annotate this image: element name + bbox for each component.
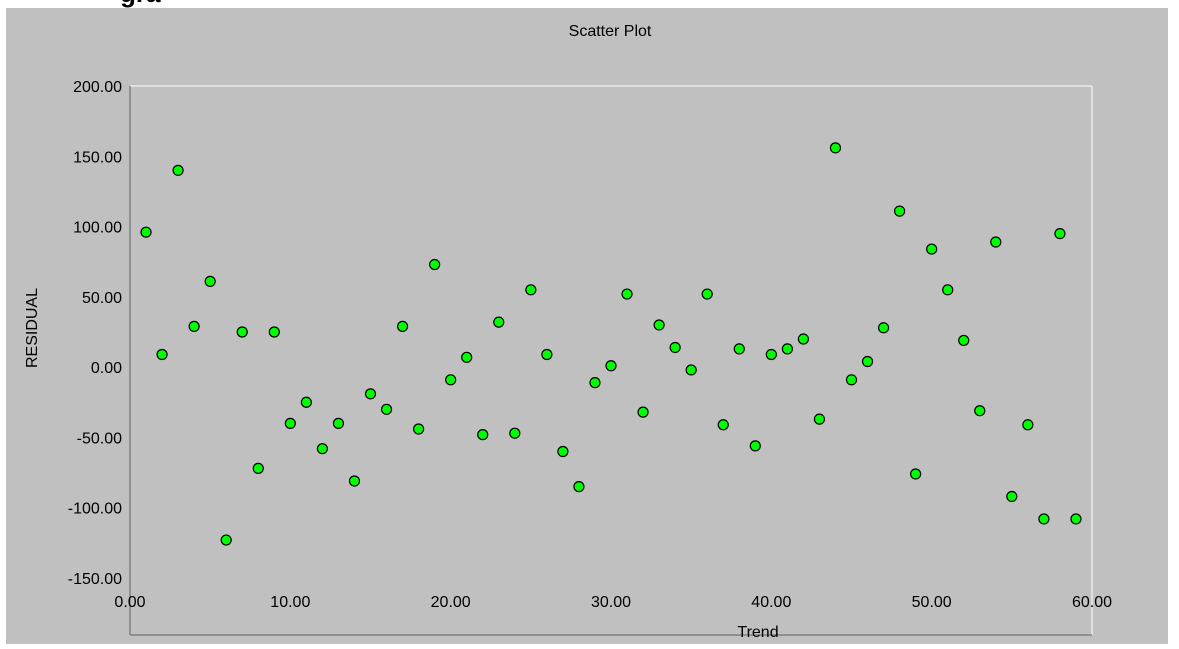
data-point <box>829 142 842 154</box>
data-point <box>252 462 264 474</box>
data-point <box>749 440 761 452</box>
data-point <box>396 320 409 332</box>
data-point <box>685 364 697 376</box>
data-point <box>990 236 1002 248</box>
x-tick-label: 30.00 <box>591 594 631 611</box>
data-point <box>1038 513 1050 525</box>
data-point <box>316 443 328 455</box>
data-point <box>140 226 152 238</box>
y-tick-labels: 200.00 150.00 100.00 50.00 0.00 -50.00 -100.00… <box>68 79 122 588</box>
y-tick-label: 0.00 <box>91 360 122 377</box>
data-points <box>140 142 1082 546</box>
data-point <box>413 423 425 435</box>
y-tick-label: -50.00 <box>77 430 122 447</box>
y-tick-label: -150.00 <box>68 571 122 588</box>
x-tick-label: 40.00 <box>751 594 791 611</box>
x-tick-labels: 0.00 10.00 20.00 30.00 40.00 50.00 60.00 <box>114 594 1112 611</box>
data-point <box>1070 513 1082 525</box>
data-point <box>284 417 296 429</box>
y-tick-label: 100.00 <box>73 220 122 237</box>
data-point <box>541 348 553 361</box>
data-point <box>220 534 232 546</box>
x-tick-label: 60.00 <box>1072 594 1112 611</box>
data-point <box>204 275 216 287</box>
data-point <box>845 374 858 386</box>
x-tick-label: 50.00 <box>912 594 952 611</box>
y-tick-label: -100.00 <box>68 501 122 518</box>
data-point <box>621 288 633 300</box>
data-point <box>557 445 569 458</box>
data-point <box>573 481 585 493</box>
data-point <box>926 243 938 255</box>
scatter-chart: Scatter Plot 200.00150.00100.0050.000.00… <box>24 23 1112 641</box>
data-point <box>717 419 729 431</box>
data-point <box>1022 419 1034 431</box>
data-point <box>942 284 954 296</box>
data-point <box>172 164 184 176</box>
y-axis-label: RESIDUAL <box>24 288 41 368</box>
data-point <box>893 205 906 217</box>
data-point <box>477 429 489 441</box>
data-point <box>1006 490 1018 503</box>
y-tick-label: 50.00 <box>82 290 122 307</box>
data-point <box>188 320 200 332</box>
data-point <box>380 403 393 415</box>
data-point <box>733 343 745 355</box>
data-point <box>236 326 248 338</box>
data-point <box>1054 228 1066 240</box>
data-point <box>156 348 168 361</box>
data-point <box>445 374 457 386</box>
data-point <box>268 326 280 338</box>
data-point <box>958 334 970 347</box>
data-point <box>348 475 361 487</box>
y-tick-label: 200.00 <box>73 79 122 96</box>
data-point <box>461 351 473 363</box>
top-caption-strip: gra <box>0 0 1179 8</box>
x-axis-label: Trend <box>737 624 778 641</box>
x-tick-label: 10.00 <box>270 594 310 611</box>
data-point <box>605 360 617 372</box>
data-point <box>493 316 505 328</box>
data-point <box>910 468 922 480</box>
data-point <box>364 388 377 400</box>
data-point <box>781 343 793 355</box>
top-caption: gra <box>120 0 160 8</box>
data-point <box>332 417 345 429</box>
data-point <box>797 333 810 345</box>
data-point <box>300 396 312 408</box>
data-point <box>637 406 649 418</box>
data-point <box>429 258 441 271</box>
data-point <box>669 341 681 354</box>
data-point <box>653 319 665 331</box>
x-tick-label: 20.00 <box>431 594 471 611</box>
chart-panel: Scatter Plot 200.00 150.00 100.00 50.00 0.00… <box>6 8 1168 644</box>
data-point <box>813 413 826 425</box>
x-tick-label: 0.00 <box>114 594 145 611</box>
data-point <box>861 355 874 368</box>
data-point <box>589 377 601 389</box>
data-point <box>765 348 777 361</box>
data-point <box>701 288 713 300</box>
data-point <box>974 405 986 417</box>
data-point <box>525 284 537 296</box>
data-point <box>509 427 521 439</box>
chart-title: Scatter Plot <box>569 23 652 40</box>
y-tick-label: 150.00 <box>73 149 122 166</box>
data-point <box>877 322 890 334</box>
